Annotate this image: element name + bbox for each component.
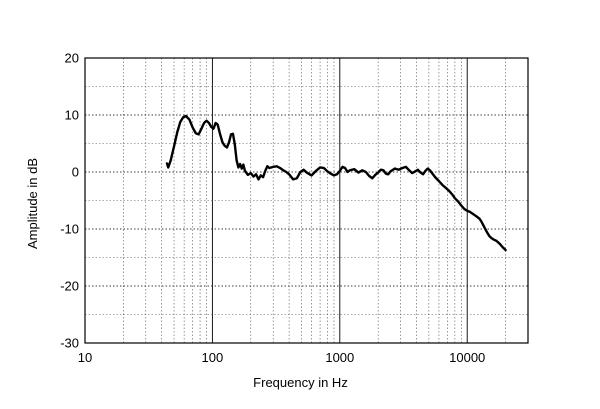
- x-tick-label: 10: [78, 350, 92, 365]
- y-tick-label: 20: [65, 51, 79, 66]
- y-tick-label: -30: [60, 336, 79, 351]
- series-layer: [165, 114, 507, 252]
- plot-frame: [84, 57, 529, 344]
- x-tick-label: 1000: [325, 350, 354, 365]
- x-tick-label: 100: [202, 350, 224, 365]
- response-curve: [165, 114, 507, 252]
- y-tick-label: 0: [72, 165, 79, 180]
- y-tick-label: -10: [60, 222, 79, 237]
- x-tick-label: 10000: [449, 350, 485, 365]
- grid: [84, 57, 529, 344]
- y-tick-label: -20: [60, 279, 79, 294]
- y-axis-label: Amplitude in dB: [25, 158, 40, 249]
- y-tick-label: 10: [65, 108, 79, 123]
- x-axis-label: Frequency in Hz: [253, 375, 348, 390]
